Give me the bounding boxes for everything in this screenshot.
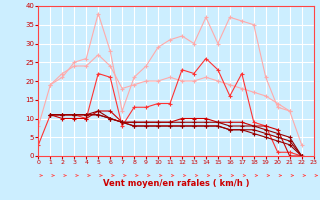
X-axis label: Vent moyen/en rafales ( km/h ): Vent moyen/en rafales ( km/h ) (103, 179, 249, 188)
